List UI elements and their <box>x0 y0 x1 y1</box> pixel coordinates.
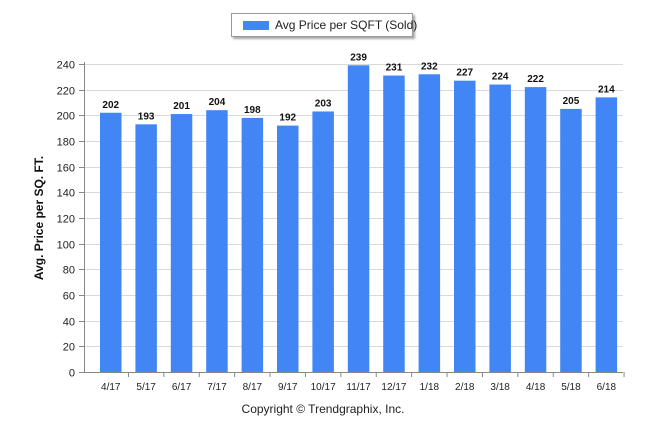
x-tick-label: 5/18 <box>561 382 581 393</box>
bar <box>312 111 334 372</box>
x-tick-label: 4/17 <box>101 382 121 393</box>
x-tick-label: 2/18 <box>455 382 475 393</box>
y-tick-label: 220 <box>57 86 75 98</box>
data-label: 222 <box>527 74 544 85</box>
x-tick-label: 10/17 <box>311 382 336 393</box>
data-label: 193 <box>138 111 155 122</box>
x-tick-label: 3/18 <box>490 382 510 393</box>
x-tick-label: 9/17 <box>278 382 298 393</box>
data-label: 202 <box>102 100 119 111</box>
x-tick-label: 5/17 <box>136 382 156 393</box>
bar <box>135 124 157 372</box>
x-tick-label: 11/17 <box>346 382 371 393</box>
y-tick-label: 120 <box>57 214 75 226</box>
data-label: 205 <box>563 96 580 107</box>
x-tick-label: 6/17 <box>172 382 192 393</box>
data-label: 224 <box>492 72 509 83</box>
bar <box>595 97 618 372</box>
y-tick-label: 40 <box>63 317 75 329</box>
y-tick-label: 200 <box>57 111 75 123</box>
legend: Avg Price per SQFT (Sold) <box>231 13 417 37</box>
bar <box>347 65 370 373</box>
y-tick-label: 240 <box>57 60 75 72</box>
y-tick-label: 0 <box>69 368 75 380</box>
y-tick-label: 100 <box>57 240 75 252</box>
data-label: 192 <box>279 113 296 124</box>
copyright-text: Copyright © Trendgraphix, Inc. <box>241 402 405 416</box>
y-axis-title: Avg. Price per SQ. FT. <box>32 156 46 280</box>
data-label: 214 <box>598 84 615 95</box>
bar <box>418 74 441 373</box>
bar <box>170 114 193 373</box>
y-tick-label: 160 <box>57 163 75 175</box>
x-tick-label: 8/17 <box>243 382 263 393</box>
y-tick-label: 140 <box>57 188 75 200</box>
bar <box>524 87 547 372</box>
x-tick-label: 6/18 <box>597 382 617 393</box>
bar <box>489 84 511 373</box>
legend-swatch <box>243 21 269 30</box>
bar <box>100 112 122 373</box>
bar <box>277 125 299 372</box>
data-label: 231 <box>386 63 403 74</box>
bar <box>241 117 264 373</box>
y-tick-label: 20 <box>63 342 75 354</box>
legend-label: Avg Price per SQFT (Sold) <box>275 18 418 32</box>
data-label: 198 <box>244 105 261 116</box>
data-label: 204 <box>209 97 226 108</box>
bar <box>454 80 476 372</box>
x-tick-label: 4/18 <box>526 382 546 393</box>
bar <box>560 108 582 373</box>
bar <box>383 75 405 373</box>
y-tick-label: 80 <box>63 265 75 277</box>
data-label: 227 <box>456 68 473 79</box>
x-tick-label: 12/17 <box>381 382 406 393</box>
data-label: 203 <box>315 98 332 109</box>
data-label: 232 <box>421 61 438 72</box>
y-tick-label: 60 <box>63 291 75 303</box>
data-label: 201 <box>173 101 190 112</box>
bar <box>206 110 228 372</box>
x-tick-label: 7/17 <box>207 382 227 393</box>
data-label: 239 <box>350 52 367 63</box>
y-tick-label: 180 <box>57 137 75 149</box>
x-tick-label: 1/18 <box>420 382 440 393</box>
